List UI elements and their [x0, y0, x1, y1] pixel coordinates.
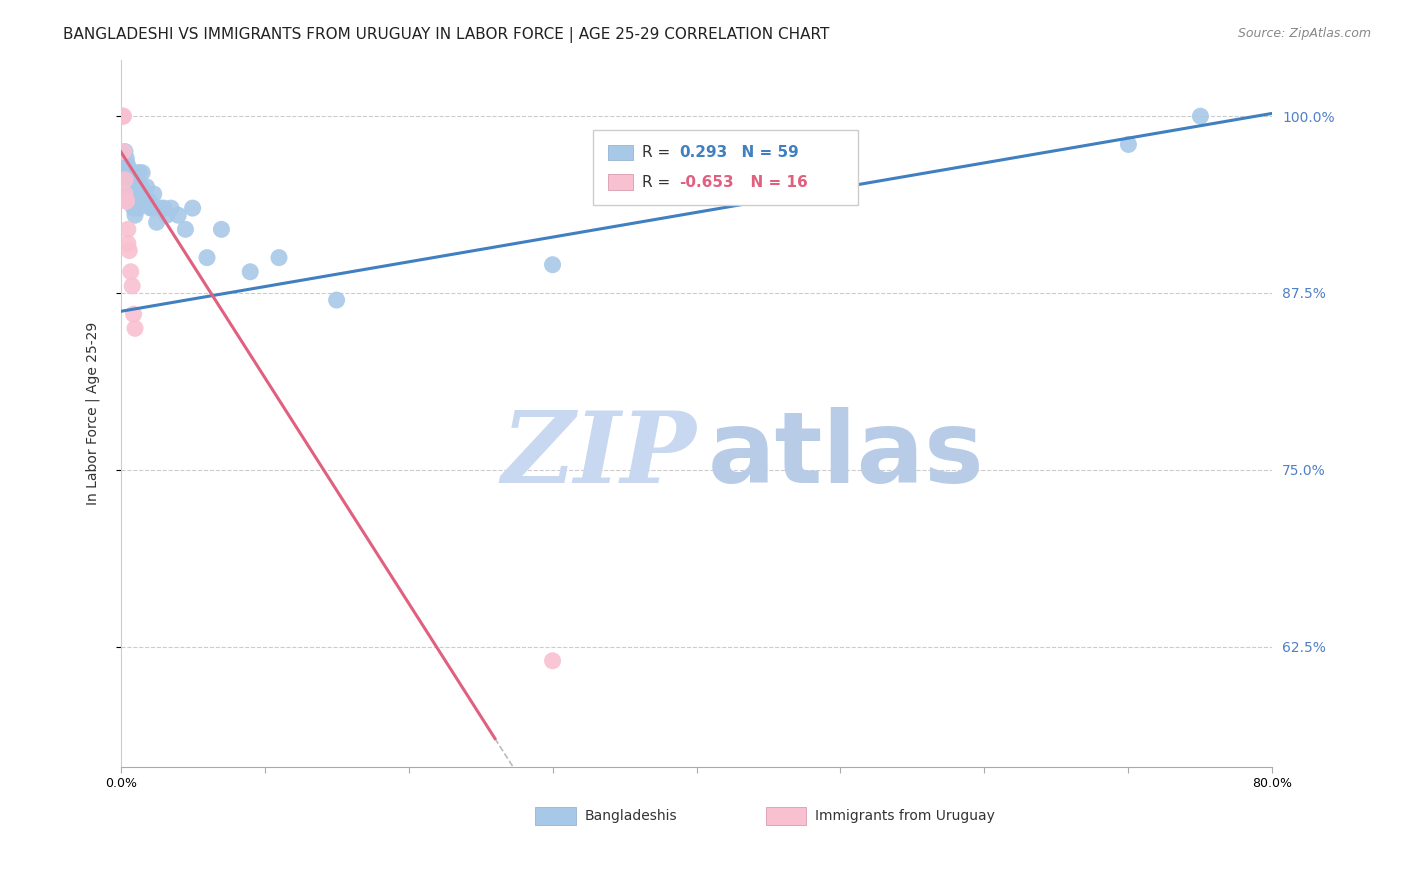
Point [124, 186, 146, 201]
Point [121, 194, 143, 208]
Point [145, 215, 167, 229]
Point [115, 194, 138, 208]
FancyBboxPatch shape [766, 807, 806, 825]
Text: N = 59: N = 59 [731, 145, 799, 161]
Point [174, 222, 197, 236]
Point [139, 201, 162, 215]
Point [117, 180, 139, 194]
Point [122, 186, 145, 201]
Point [132, 186, 155, 201]
Point [114, 173, 136, 187]
Point [121, 279, 143, 293]
Point [120, 194, 142, 208]
Point [153, 201, 176, 215]
Text: Bangladeshis: Bangladeshis [585, 809, 678, 823]
Point [131, 194, 153, 208]
Point [541, 258, 564, 272]
Point [118, 173, 141, 187]
Text: R =: R = [643, 145, 675, 161]
Point [156, 208, 179, 222]
FancyBboxPatch shape [607, 145, 633, 161]
Text: N = 16: N = 16 [741, 175, 808, 190]
FancyBboxPatch shape [536, 807, 575, 825]
Point [122, 307, 145, 321]
Point [111, 109, 134, 123]
Point [112, 145, 135, 159]
Point [117, 222, 139, 236]
Text: atlas: atlas [709, 407, 984, 504]
Point [124, 208, 146, 222]
Point [138, 194, 160, 208]
Point [115, 194, 138, 208]
Point [111, 109, 134, 123]
Point [114, 186, 136, 201]
Point [120, 180, 142, 194]
Point [115, 166, 138, 180]
Point [121, 180, 143, 194]
Point [195, 251, 218, 265]
Text: -0.653: -0.653 [679, 175, 734, 190]
Point [125, 194, 148, 208]
Point [239, 265, 262, 279]
Point [115, 152, 138, 166]
Point [114, 159, 136, 173]
Point [118, 166, 141, 180]
Point [128, 186, 150, 201]
Point [135, 180, 157, 194]
Point [120, 265, 142, 279]
Point [118, 166, 141, 180]
Point [112, 173, 135, 187]
Text: Source: ZipAtlas.com: Source: ZipAtlas.com [1237, 27, 1371, 40]
Point [112, 109, 135, 123]
Point [149, 201, 172, 215]
Point [124, 180, 146, 194]
Text: R =: R = [643, 175, 675, 190]
Point [115, 159, 138, 173]
Point [121, 186, 143, 201]
Text: 0.293: 0.293 [679, 145, 727, 161]
Point [118, 180, 141, 194]
Text: BANGLADESHI VS IMMIGRANTS FROM URUGUAY IN LABOR FORCE | AGE 25-29 CORRELATION CH: BANGLADESHI VS IMMIGRANTS FROM URUGUAY I… [63, 27, 830, 43]
Point [541, 654, 564, 668]
Point [131, 166, 153, 180]
Point [267, 251, 290, 265]
Point [1189, 109, 1212, 123]
Point [120, 186, 142, 201]
Point [122, 201, 145, 215]
Text: ZIP: ZIP [502, 408, 696, 504]
Point [114, 145, 136, 159]
Point [117, 173, 139, 187]
Point [128, 166, 150, 180]
FancyBboxPatch shape [607, 175, 633, 190]
Point [129, 180, 152, 194]
Point [117, 159, 139, 173]
Point [325, 293, 347, 307]
Point [118, 244, 141, 258]
Point [142, 186, 165, 201]
Point [141, 201, 163, 215]
Point [1118, 137, 1140, 152]
Point [117, 236, 139, 251]
Point [167, 208, 190, 222]
Point [160, 201, 183, 215]
Point [181, 201, 204, 215]
Point [120, 166, 142, 180]
Point [136, 194, 159, 208]
Point [118, 186, 141, 201]
Point [127, 166, 149, 180]
Y-axis label: In Labor Force | Age 25-29: In Labor Force | Age 25-29 [86, 322, 100, 505]
FancyBboxPatch shape [593, 130, 858, 204]
Point [134, 186, 156, 201]
Point [209, 222, 232, 236]
Text: Immigrants from Uruguay: Immigrants from Uruguay [815, 809, 995, 823]
Point [127, 201, 149, 215]
Point [117, 166, 139, 180]
Point [124, 321, 146, 335]
